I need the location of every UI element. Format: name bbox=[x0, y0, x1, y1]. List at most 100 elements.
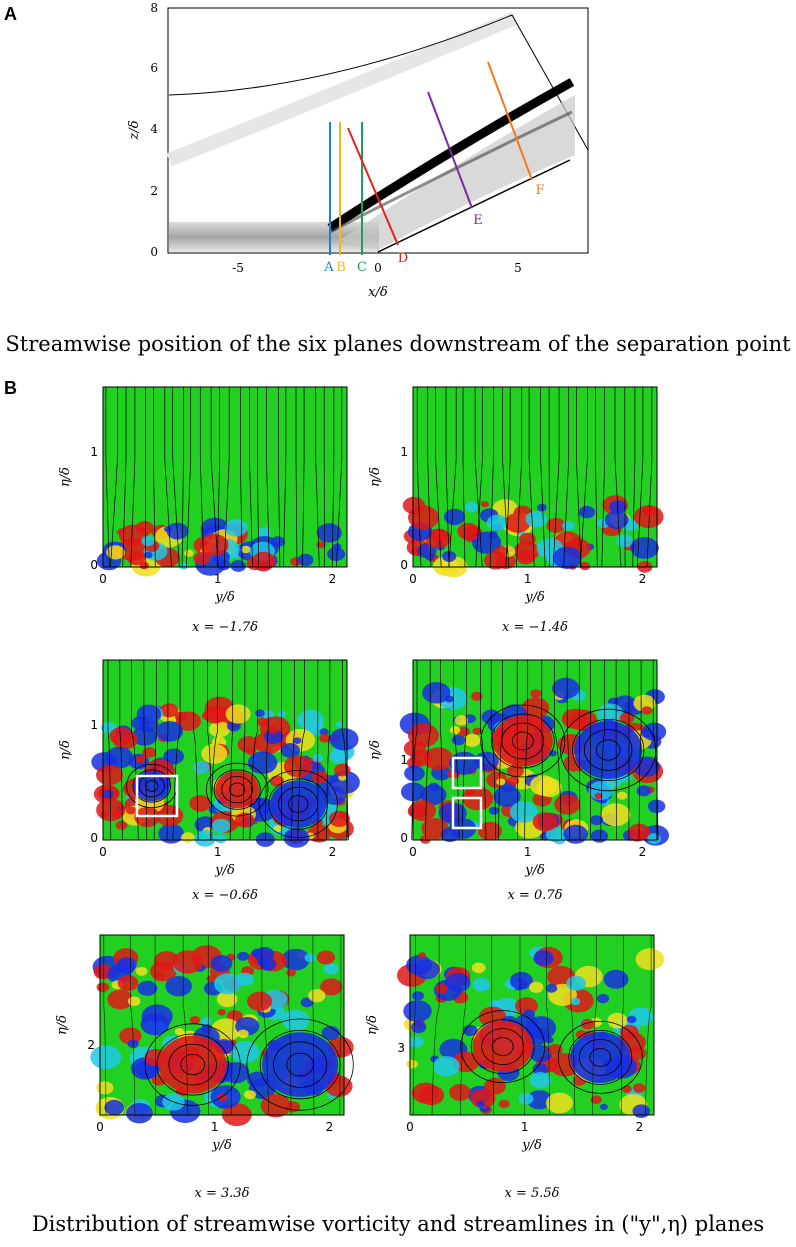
vorticity-blob bbox=[563, 824, 588, 844]
vorticity-blob bbox=[292, 737, 302, 744]
streamline-ring bbox=[460, 1010, 546, 1083]
streamline bbox=[490, 660, 497, 841]
boundary-layer-band bbox=[169, 222, 379, 252]
vorticity-blob bbox=[566, 975, 586, 991]
streamline bbox=[186, 387, 192, 568]
vorticity-blob bbox=[245, 746, 257, 755]
vorticity-blob bbox=[140, 1013, 170, 1036]
vorticity-blob bbox=[203, 705, 227, 724]
vorticity-blob bbox=[105, 746, 134, 769]
streamline bbox=[265, 660, 269, 841]
vorticity-blob bbox=[139, 561, 150, 570]
vorticity-blob bbox=[532, 1063, 549, 1076]
streamline-ring bbox=[156, 1033, 229, 1096]
streamline-ring bbox=[501, 722, 545, 760]
vorticity-blob bbox=[127, 996, 141, 1006]
xtick-label: 1 bbox=[521, 1120, 529, 1134]
vorticity-blob bbox=[137, 980, 158, 996]
vorticity-blob bbox=[636, 785, 651, 797]
streamline bbox=[638, 660, 642, 841]
vorticity-blob bbox=[237, 951, 250, 961]
vorticity-blob bbox=[327, 547, 346, 561]
plot-xlabel: y/δ bbox=[211, 1138, 232, 1153]
vorticity-blob bbox=[449, 1084, 471, 1101]
highlight-box bbox=[135, 774, 179, 818]
vorticity-blob bbox=[493, 786, 521, 807]
vorticity-blob bbox=[632, 1104, 651, 1118]
xtick-5: 5 bbox=[514, 261, 522, 275]
vorticity-blob bbox=[319, 734, 331, 743]
streamline bbox=[620, 935, 624, 1116]
streamline bbox=[288, 935, 292, 1116]
vorticity-blob bbox=[230, 1040, 260, 1064]
streamline bbox=[207, 660, 213, 841]
vorticity-plot-6: 0 1 2 y/δ 3 η/δ bbox=[365, 934, 665, 1153]
vorticity-blob bbox=[596, 993, 610, 1004]
vorticity-blob bbox=[319, 728, 329, 736]
streamline bbox=[193, 660, 199, 841]
ytick-label: 1 bbox=[400, 753, 408, 767]
xtick-label: 1 bbox=[524, 845, 532, 859]
vorticity-blob bbox=[552, 546, 582, 569]
vorticity-blob bbox=[435, 983, 448, 994]
vorticity-blob bbox=[328, 810, 350, 827]
streamline bbox=[312, 935, 315, 1116]
streamline bbox=[339, 935, 342, 1116]
streamline bbox=[119, 660, 123, 841]
streamline bbox=[591, 935, 597, 1116]
streamline-ring bbox=[511, 731, 534, 751]
streamline bbox=[107, 660, 112, 841]
streamline-ring bbox=[578, 1038, 622, 1076]
vorticity-plot-3: 0 1 2 y/δ 0 1 η/δ bbox=[58, 659, 360, 878]
vorticity-blob bbox=[403, 1000, 432, 1023]
xtick-label: 1 bbox=[214, 845, 222, 859]
streamline bbox=[646, 387, 653, 568]
vorticity-blob bbox=[334, 763, 351, 777]
ytick-label: 1 bbox=[90, 718, 98, 732]
streamline bbox=[291, 660, 295, 841]
vorticity-blob bbox=[546, 1092, 573, 1114]
vorticity-blob bbox=[561, 708, 588, 729]
vorticity-blob bbox=[225, 704, 251, 724]
vorticity-blob bbox=[545, 983, 558, 993]
streamline bbox=[172, 387, 180, 568]
vorticity-blob bbox=[184, 549, 194, 557]
vorticity-blob bbox=[440, 827, 460, 843]
plane-label-b: B bbox=[336, 260, 346, 275]
highlight-box bbox=[451, 796, 483, 830]
vorticity-blob bbox=[199, 534, 229, 557]
panel-a-letter: A bbox=[4, 4, 17, 24]
streamline bbox=[230, 935, 235, 1116]
vorticity-blob bbox=[530, 775, 557, 796]
streamline-ring bbox=[221, 776, 254, 804]
vorticity-blob bbox=[254, 946, 275, 963]
highlight-box bbox=[451, 756, 483, 790]
vorticity-blob bbox=[217, 1093, 228, 1102]
streamline bbox=[502, 387, 510, 568]
vorticity-blob bbox=[172, 950, 203, 974]
vorticity-blob bbox=[465, 502, 479, 513]
streamline bbox=[578, 660, 581, 841]
xtick-label: 0 bbox=[96, 1120, 104, 1134]
streamline bbox=[412, 935, 416, 1116]
vorticity-blob bbox=[247, 991, 273, 1011]
xtick-label: 2 bbox=[329, 572, 337, 586]
ytick-label: 3 bbox=[397, 1041, 405, 1055]
vorticity-blob bbox=[513, 541, 540, 562]
vorticity-blob bbox=[504, 512, 531, 533]
vorticity-blob bbox=[277, 710, 287, 718]
streamline bbox=[435, 387, 442, 568]
streamline-ring bbox=[490, 713, 555, 769]
streamline-ring bbox=[213, 769, 261, 810]
xtick-label: 1 bbox=[214, 572, 222, 586]
vorticity-blob bbox=[519, 532, 536, 546]
vorticity-blob bbox=[217, 1009, 226, 1016]
vorticity-plot-2: 0 1 2 y/δ 0 1 η/δ bbox=[368, 386, 664, 605]
vorticity-blob bbox=[280, 743, 300, 758]
plot-xlabel: y/δ bbox=[524, 590, 545, 605]
vorticity-blob bbox=[96, 982, 109, 993]
vorticity-blob bbox=[102, 789, 114, 799]
vorticity-blob bbox=[96, 1081, 114, 1095]
vorticity-blob bbox=[209, 721, 231, 738]
plot-xlabel: y/δ bbox=[214, 590, 235, 605]
